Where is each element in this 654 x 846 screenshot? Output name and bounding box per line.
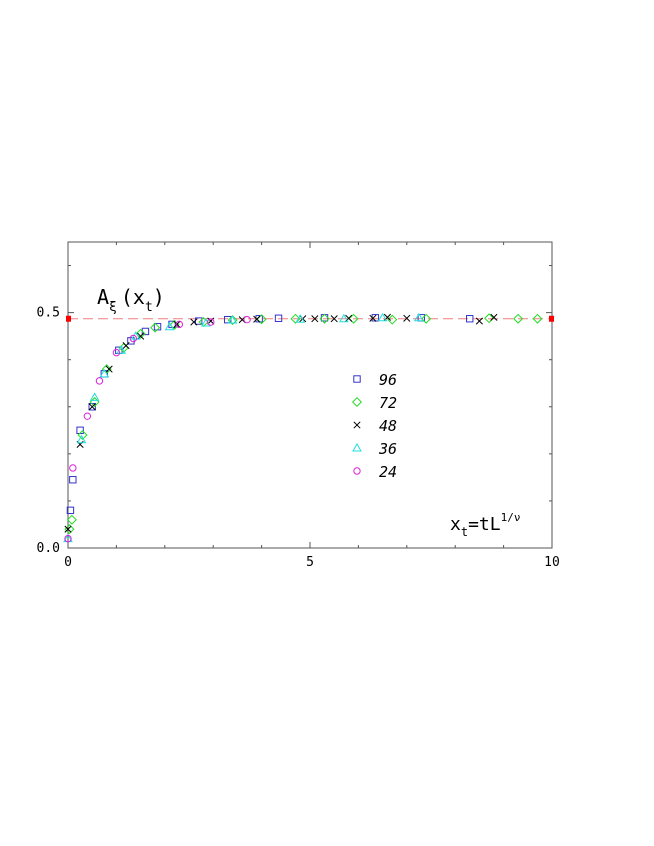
data-point-96 xyxy=(127,337,135,345)
data-point-24 xyxy=(129,334,138,343)
data-points xyxy=(63,312,543,543)
data-point-72 xyxy=(77,430,88,441)
data-point-72 xyxy=(64,524,75,535)
data-point-72 xyxy=(227,315,238,326)
data-point-72 xyxy=(150,322,161,333)
data-point-96 xyxy=(274,314,283,322)
data-point-24 xyxy=(207,318,215,326)
data-point-96 xyxy=(69,476,77,484)
data-point-72 xyxy=(421,313,432,324)
data-point-48 xyxy=(253,315,261,323)
data-point-36 xyxy=(339,313,349,323)
data-point-72 xyxy=(387,314,398,325)
data-point-48 xyxy=(64,525,72,533)
data-point-48 xyxy=(330,315,338,323)
legend-label-24: 24 xyxy=(379,463,397,481)
legend-marker-96 xyxy=(353,375,361,383)
legend: 96 72 48 36 24 xyxy=(351,371,397,481)
x-tick-label: 10 xyxy=(544,555,560,570)
legend-marker-48 xyxy=(353,421,361,429)
x-tick-label: 0 xyxy=(64,555,72,570)
data-point-36 xyxy=(99,368,110,378)
legend-label-36: 36 xyxy=(378,440,397,458)
data-point-24 xyxy=(69,464,77,472)
data-point-72 xyxy=(66,514,77,525)
data-point-36 xyxy=(76,434,87,444)
x-tick-label: 5 xyxy=(306,555,314,570)
plot-frame: 0 5 10 0.0 0.5 xyxy=(37,241,560,570)
data-point-48 xyxy=(311,315,319,323)
data-point-36 xyxy=(116,345,127,354)
legend-label-96: 96 xyxy=(379,371,397,389)
data-point-48 xyxy=(122,342,130,350)
legend-marker-72 xyxy=(351,396,363,408)
data-point-24 xyxy=(64,534,72,543)
reference-line-group xyxy=(66,315,554,322)
data-point-36 xyxy=(227,315,238,324)
data-point-96 xyxy=(320,314,329,322)
data-point-96 xyxy=(66,506,75,515)
data-point-24 xyxy=(175,320,184,329)
data-point-72 xyxy=(290,313,301,324)
data-point-72 xyxy=(484,313,495,324)
data-point-24 xyxy=(112,348,121,357)
data-point-48 xyxy=(190,318,198,326)
data-point-48 xyxy=(475,317,483,325)
reference-end-marker-right xyxy=(549,315,554,322)
data-point-72 xyxy=(348,313,359,324)
data-point-36 xyxy=(414,312,424,322)
y-tick-label: 0.0 xyxy=(37,541,60,556)
data-point-36 xyxy=(377,312,388,322)
data-point-48 xyxy=(105,365,113,373)
legend-marker-24 xyxy=(353,467,361,475)
data-point-48 xyxy=(490,313,498,321)
legend-label-48: 48 xyxy=(379,417,397,435)
legend-marker-36 xyxy=(352,442,362,452)
data-point-72 xyxy=(135,328,146,339)
data-point-36 xyxy=(89,392,100,401)
y-tick-label: 0.5 xyxy=(37,306,60,321)
legend-label-72: 72 xyxy=(379,394,397,412)
data-point-72 xyxy=(319,313,330,324)
data-point-24 xyxy=(95,377,104,385)
data-point-48 xyxy=(88,403,96,411)
data-point-48 xyxy=(137,332,145,340)
data-point-48 xyxy=(369,314,377,322)
data-point-72 xyxy=(532,313,543,324)
x-axis-label: xt=tL1/ν xyxy=(450,511,520,539)
axis-labels: Aξ (xt) xt=tL1/ν xyxy=(97,285,520,539)
data-point-72 xyxy=(513,313,524,324)
data-point-36 xyxy=(164,321,175,331)
reference-end-marker-left xyxy=(66,315,71,322)
data-point-36 xyxy=(295,314,306,323)
data-point-48 xyxy=(173,320,181,328)
data-point-48 xyxy=(403,314,411,322)
data-point-24 xyxy=(243,315,251,324)
data-point-24 xyxy=(83,412,92,420)
data-point-96 xyxy=(466,315,474,323)
y-axis-label: Aξ (xt) xyxy=(97,285,165,315)
